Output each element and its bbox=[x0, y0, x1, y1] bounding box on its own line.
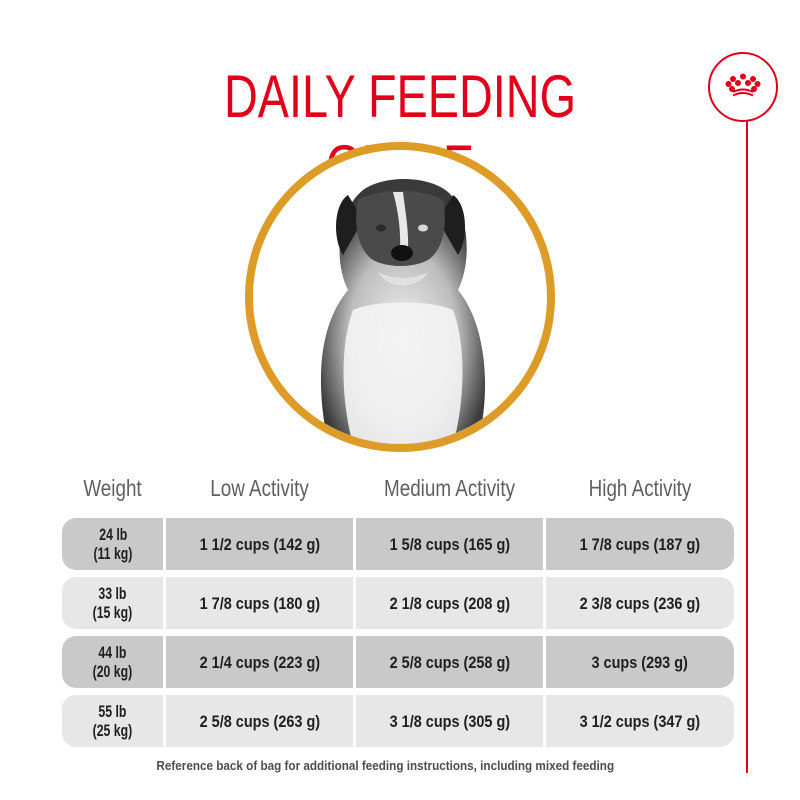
amount-text: 2 1/8 cups (208 g) bbox=[389, 593, 510, 613]
header-weight: Weight bbox=[83, 475, 142, 501]
amount-text: 3 1/8 cups (305 g) bbox=[389, 711, 510, 731]
amount-text: 3 cups (293 g) bbox=[591, 652, 689, 672]
table-row: 33 lb (15 kg) 1 7/8 cups (180 g) 2 1/8 cu… bbox=[62, 577, 734, 629]
high-activity-cell: 1 7/8 cups (187 g) bbox=[546, 518, 734, 570]
footnote-text: Reference back of bag for additional fee… bbox=[156, 758, 614, 773]
header-high-activity: High Activity bbox=[588, 475, 692, 501]
amount-text: 1 7/8 cups (187 g) bbox=[579, 534, 701, 554]
weight-cell: 33 lb (15 kg) bbox=[62, 577, 163, 629]
high-activity-cell: 3 1/2 cups (347 g) bbox=[546, 695, 734, 747]
low-activity-cell: 1 1/2 cups (142 g) bbox=[166, 518, 353, 570]
brand-vertical-line bbox=[746, 121, 748, 773]
high-activity-cell: 3 cups (293 g) bbox=[546, 636, 734, 688]
medium-activity-cell: 2 1/8 cups (208 g) bbox=[356, 577, 543, 629]
table-row: 55 lb (25 kg) 2 5/8 cups (263 g) 3 1/8 cu… bbox=[62, 695, 734, 747]
amount-text: 2 5/8 cups (258 g) bbox=[389, 652, 510, 672]
amount-text: 1 1/2 cups (142 g) bbox=[199, 534, 320, 554]
weight-cell: 24 lb (11 kg) bbox=[62, 518, 163, 570]
medium-activity-cell: 3 1/8 cups (305 g) bbox=[356, 695, 543, 747]
amount-text: 1 5/8 cups (165 g) bbox=[389, 534, 510, 554]
low-activity-cell: 2 1/4 cups (223 g) bbox=[166, 636, 353, 688]
brand-logo bbox=[708, 52, 778, 122]
weight-lb: 55 lb bbox=[98, 702, 127, 721]
crown-icon bbox=[725, 73, 761, 97]
weight-cell: 44 lb (20 kg) bbox=[62, 636, 163, 688]
low-activity-cell: 2 5/8 cups (263 g) bbox=[166, 695, 353, 747]
weight-lb: 33 lb bbox=[98, 584, 127, 603]
weight-kg: (15 kg) bbox=[92, 603, 133, 622]
table-row: 24 lb (11 kg) 1 1/2 cups (142 g) 1 5/8 cu… bbox=[62, 518, 734, 570]
medium-activity-cell: 2 5/8 cups (258 g) bbox=[356, 636, 543, 688]
amount-text: 3 1/2 cups (347 g) bbox=[579, 711, 701, 731]
weight-lb: 24 lb bbox=[98, 525, 127, 544]
weight-lb: 44 lb bbox=[98, 643, 127, 662]
footnote: Reference back of bag for additional fee… bbox=[100, 758, 670, 773]
weight-kg: (11 kg) bbox=[93, 544, 132, 563]
amount-text: 2 5/8 cups (263 g) bbox=[199, 711, 320, 731]
table-row: 44 lb (20 kg) 2 1/4 cups (223 g) 2 5/8 cu… bbox=[62, 636, 734, 688]
weight-kg: (20 kg) bbox=[92, 662, 133, 681]
amount-text: 2 3/8 cups (236 g) bbox=[579, 593, 701, 613]
header-low-activity: Low Activity bbox=[210, 475, 309, 501]
header-medium-activity: Medium Activity bbox=[383, 475, 515, 501]
amount-text: 2 1/4 cups (223 g) bbox=[199, 652, 320, 672]
dog-image bbox=[320, 178, 486, 444]
low-activity-cell: 1 7/8 cups (180 g) bbox=[166, 577, 353, 629]
high-activity-cell: 2 3/8 cups (236 g) bbox=[546, 577, 734, 629]
weight-kg: (25 kg) bbox=[92, 721, 133, 740]
dog-portrait bbox=[245, 142, 555, 452]
weight-cell: 55 lb (25 kg) bbox=[62, 695, 163, 747]
medium-activity-cell: 1 5/8 cups (165 g) bbox=[356, 518, 543, 570]
amount-text: 1 7/8 cups (180 g) bbox=[199, 593, 320, 613]
